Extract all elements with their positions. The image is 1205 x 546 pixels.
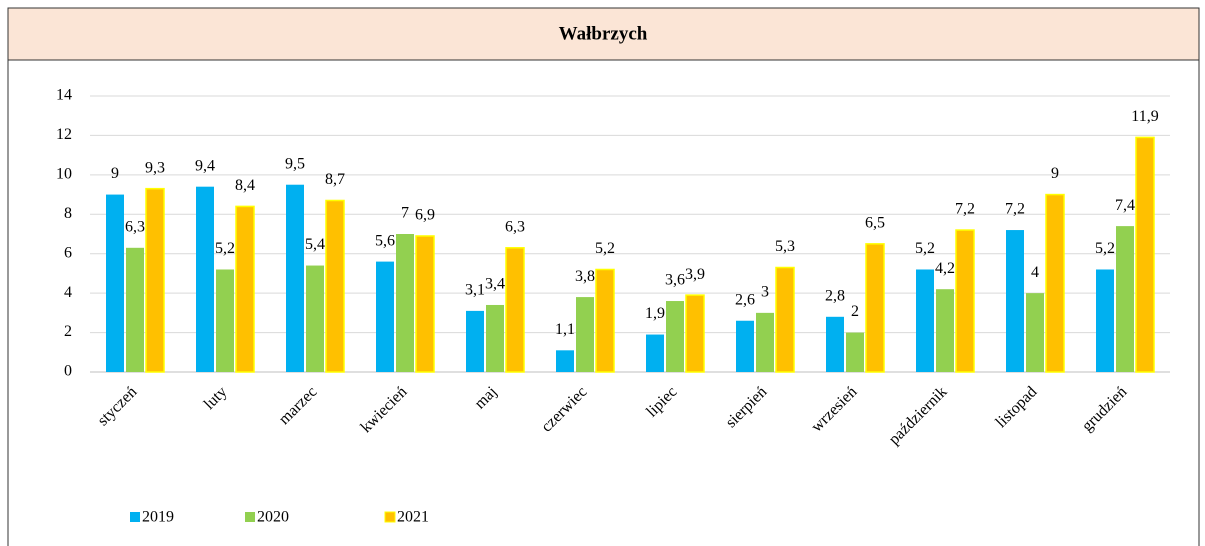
data-label: 3,9: [685, 266, 705, 283]
data-label: 7,4: [1115, 197, 1135, 214]
y-tick-label: 8: [64, 205, 72, 222]
bar: [325, 199, 345, 373]
data-label: 5,2: [1095, 240, 1115, 257]
data-label: 9,5: [285, 155, 305, 172]
y-tick-label: 0: [64, 363, 72, 380]
bar: [556, 350, 574, 372]
bar: [846, 332, 864, 372]
legend-swatch: [130, 512, 140, 522]
data-label: 1,1: [555, 321, 575, 338]
bar: [576, 297, 594, 372]
bar: [865, 243, 885, 373]
bar: [505, 247, 525, 373]
y-tick-label: 4: [64, 284, 72, 301]
bar: [775, 266, 795, 373]
chart-title: Wałbrzych: [559, 23, 648, 44]
title-bar: [7, 7, 1200, 61]
legend-label: 2020: [257, 509, 289, 526]
data-label: 11,9: [1131, 108, 1158, 125]
bar: [396, 234, 414, 372]
data-label: 5,2: [215, 240, 235, 257]
bar: [736, 320, 754, 372]
data-label: 9: [111, 165, 119, 182]
data-label: 3: [761, 284, 769, 301]
bar: [106, 194, 124, 372]
y-tick-label: 12: [56, 126, 72, 143]
y-tick-label: 10: [56, 166, 72, 183]
data-label: 5,2: [595, 240, 615, 257]
bar: [685, 294, 705, 373]
legend-label: 2021: [397, 509, 429, 526]
bar: [826, 316, 844, 372]
data-label: 7,2: [955, 201, 975, 218]
bar: [126, 247, 144, 372]
data-label: 9: [1051, 165, 1059, 182]
data-label: 7,2: [1005, 201, 1025, 218]
bar: [1135, 136, 1155, 373]
data-label: 6,3: [125, 218, 145, 235]
data-label: 9,3: [145, 159, 165, 176]
bar: [196, 186, 214, 372]
data-label: 2: [851, 303, 859, 320]
bar: [756, 312, 774, 372]
bar: [466, 310, 484, 372]
bar: [1096, 269, 1114, 372]
data-label: 6,9: [415, 207, 435, 224]
data-label: 4: [1031, 264, 1039, 281]
bar: [666, 301, 684, 372]
data-label: 2,6: [735, 291, 755, 308]
bar: [936, 289, 954, 372]
legend-swatch: [384, 511, 396, 523]
data-label: 5,6: [375, 232, 395, 249]
data-label: 1,9: [645, 305, 665, 322]
data-label: 6,3: [505, 218, 525, 235]
data-label: 4,2: [935, 260, 955, 277]
bar: [1116, 226, 1134, 372]
bar: [486, 304, 504, 372]
data-label: 9,4: [195, 157, 215, 174]
bar: [235, 205, 255, 373]
data-label: 3,8: [575, 268, 595, 285]
bar: [955, 229, 975, 373]
bar: [145, 187, 165, 373]
data-label: 5,3: [775, 238, 795, 255]
data-label: 2,8: [825, 287, 845, 304]
bar: [1026, 293, 1044, 372]
bar: [216, 269, 234, 372]
bar: [376, 261, 394, 372]
data-label: 5,2: [915, 240, 935, 257]
data-label: 5,4: [305, 236, 325, 253]
data-label: 3,6: [665, 272, 685, 289]
y-tick-label: 6: [64, 244, 72, 261]
data-label: 3,1: [465, 282, 485, 299]
bar: [1045, 193, 1065, 373]
legend-label: 2019: [142, 509, 174, 526]
bar: [646, 334, 664, 372]
data-label: 7: [401, 205, 409, 222]
legend-swatch: [245, 512, 255, 522]
bar: [286, 184, 304, 372]
data-label: 8,7: [325, 171, 345, 188]
y-tick-label: 14: [56, 87, 72, 104]
bar: [1006, 230, 1024, 372]
bar: [916, 269, 934, 372]
data-label: 3,4: [485, 276, 505, 293]
data-label: 8,4: [235, 177, 255, 194]
bar: [415, 235, 435, 373]
bar: [306, 265, 324, 372]
y-tick-label: 2: [64, 323, 72, 340]
bar: [595, 268, 615, 373]
data-label: 6,5: [865, 215, 885, 232]
